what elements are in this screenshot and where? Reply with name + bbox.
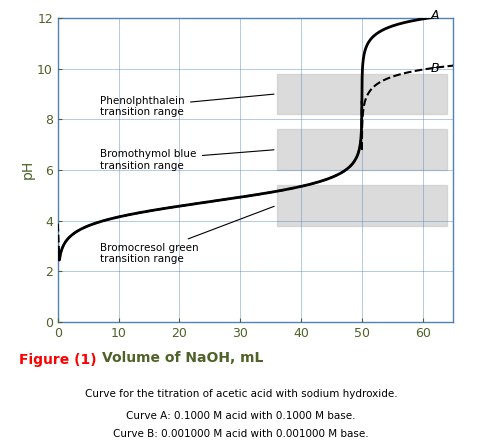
Text: Curve A: 0.1000 M acid with 0.1000 M base.: Curve A: 0.1000 M acid with 0.1000 M bas… [126, 411, 356, 421]
Y-axis label: pH: pH [20, 160, 34, 180]
Text: A: A [430, 9, 439, 22]
Text: Bromothymol blue
transition range: Bromothymol blue transition range [100, 149, 274, 170]
Text: Bromocresol green
transition range: Bromocresol green transition range [100, 207, 274, 264]
Text: Figure (1): Figure (1) [19, 353, 97, 367]
Text: Volume of NaOH, mL: Volume of NaOH, mL [103, 351, 264, 365]
Text: Curve B: 0.001000 M acid with 0.001000 M base.: Curve B: 0.001000 M acid with 0.001000 M… [113, 429, 369, 439]
Text: B: B [430, 62, 439, 75]
Text: Curve for the titration of acetic acid with sodium hydroxide.: Curve for the titration of acetic acid w… [85, 389, 397, 399]
Text: Phenolphthalein
transition range: Phenolphthalein transition range [100, 94, 274, 117]
